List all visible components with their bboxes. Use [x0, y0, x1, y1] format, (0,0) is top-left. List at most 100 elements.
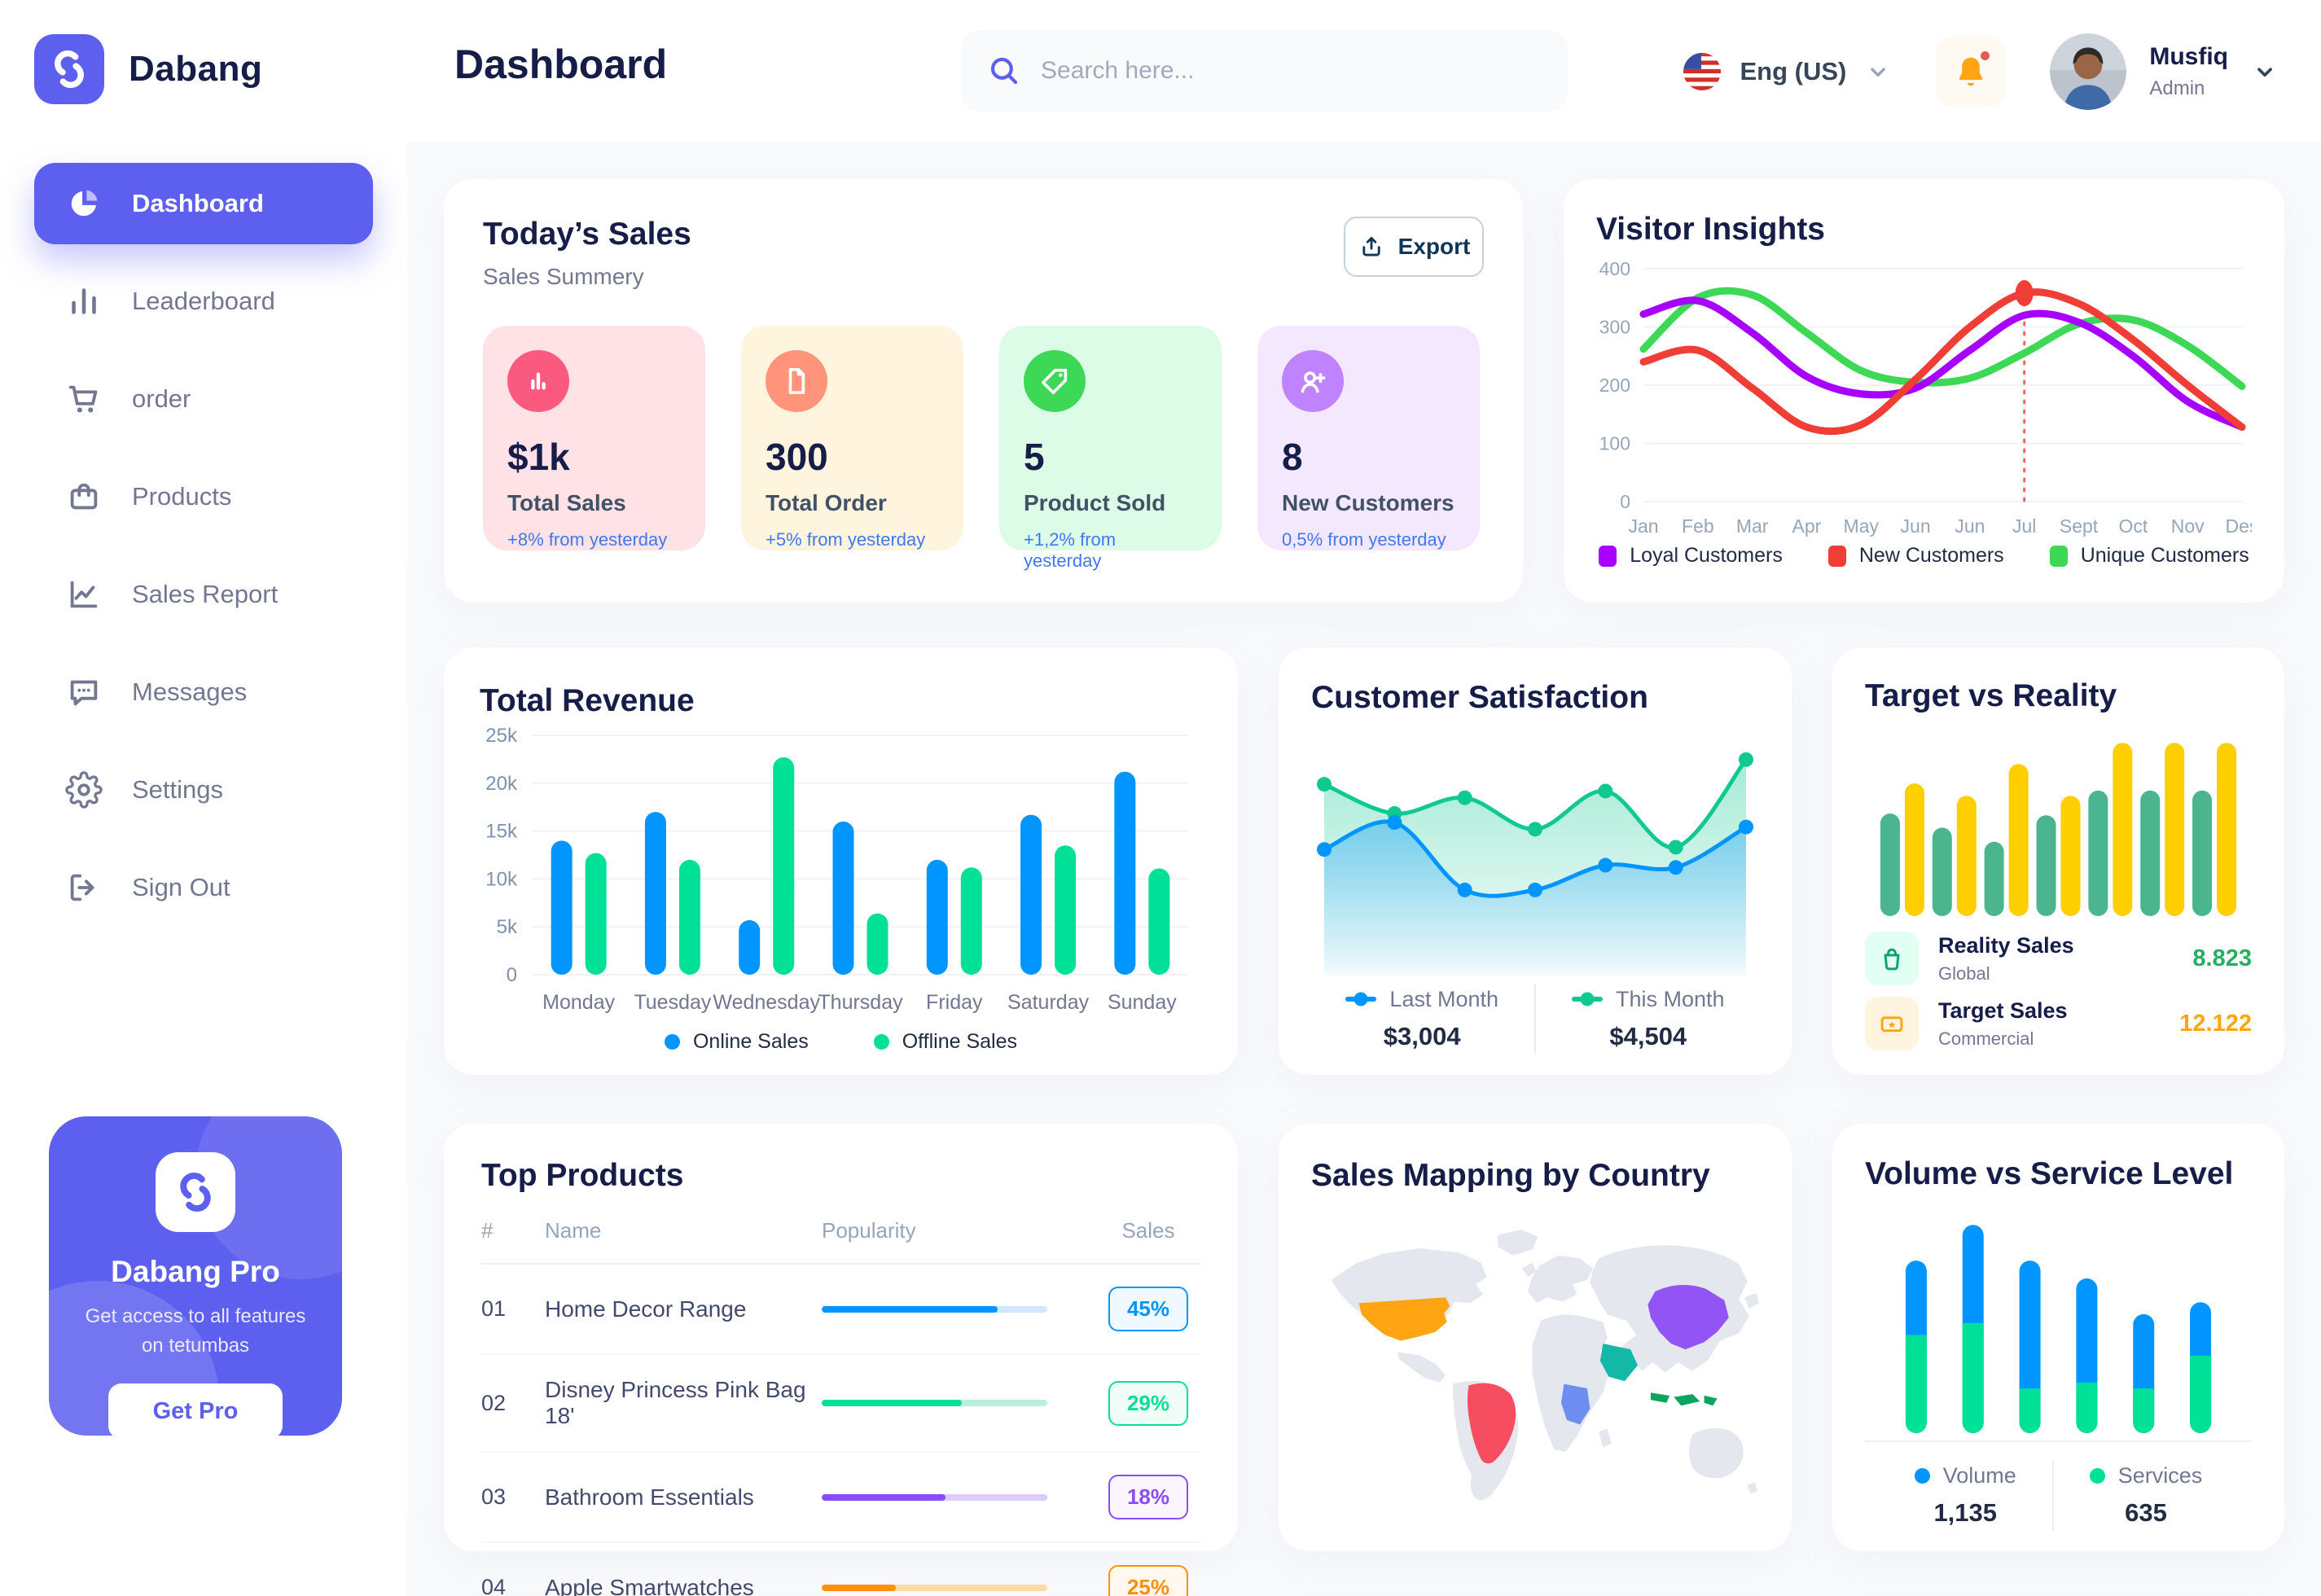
- product-popularity: [822, 1493, 1096, 1501]
- top-products-body: 01 Home Decor Range 45% 02 Disney Princess P…: [481, 1265, 1200, 1596]
- table-row: 03 Bathroom Essentials 18%: [481, 1453, 1200, 1543]
- legend-label: Online Sales: [692, 1030, 809, 1053]
- country-china: [1648, 1285, 1729, 1350]
- stat-value: 5: [1024, 436, 1045, 478]
- svg-text:Apr: Apr: [1792, 515, 1822, 537]
- sidebar-item-label: Messages: [132, 677, 248, 706]
- reality-bag-icon: [1865, 932, 1919, 985]
- search-input[interactable]: [1041, 57, 1542, 85]
- product-popularity: [822, 1400, 1096, 1406]
- profile-chevron-icon: [2251, 58, 2279, 86]
- total-revenue-card: Total Revenue 0 5k 10k 15k 20k 25k Monday Tuesd…: [444, 647, 1238, 1075]
- sidebar-item-sales-report[interactable]: Sales Report: [34, 554, 373, 635]
- sidebar-item-label: Dashboard: [132, 189, 264, 217]
- brand-logo-icon: [34, 34, 104, 104]
- svg-text:0: 0: [507, 964, 517, 986]
- stat-value: 300: [766, 436, 828, 478]
- svg-text:5k: 5k: [497, 916, 518, 938]
- cart-icon: [65, 380, 103, 418]
- legend-item: Volume 1,135: [1914, 1463, 2016, 1528]
- top-products-card: Top Products # Name Popularity Sales 01 H…: [444, 1124, 1238, 1596]
- message-icon: [65, 673, 103, 711]
- svg-text:Tuesday: Tuesday: [634, 991, 711, 1014]
- user-name: Musfiq: [2149, 42, 2228, 70]
- customer-satisfaction-legend: Last Month $3,004 This Month $4,504: [1311, 984, 1759, 1054]
- product-name: Apple Smartwatches: [545, 1574, 754, 1596]
- legend-sublabel: Global: [1938, 962, 1990, 984]
- bar-stats-icon: [507, 350, 569, 412]
- sidebar-item-label: Sign Out: [132, 873, 230, 901]
- top-products-header-row: # Name Popularity Sales: [481, 1218, 1200, 1265]
- sidebar-item-sign-out[interactable]: Sign Out: [34, 847, 373, 928]
- table-row: 02 Disney Princess Pink Bag 18' 29%: [481, 1355, 1200, 1453]
- product-sales: 18%: [1096, 1475, 1200, 1519]
- svg-text:May: May: [1844, 515, 1880, 537]
- legend-item: Online Sales: [664, 1030, 809, 1054]
- export-icon: [1362, 236, 1380, 256]
- volume-legend-divider: Volume 1,135 Services 635: [1865, 1440, 2252, 1530]
- world-map: [1331, 1229, 1759, 1501]
- svg-text:Saturday: Saturday: [1007, 991, 1090, 1014]
- product-num: 03: [481, 1484, 507, 1509]
- product-num: 02: [481, 1390, 507, 1415]
- svg-text:Monday: Monday: [542, 991, 615, 1014]
- gear-icon: [65, 771, 103, 809]
- todays-sales-card: Today’s Sales Sales Summery Export $1k To…: [444, 179, 1523, 603]
- legend-label: This Month: [1616, 986, 1725, 1011]
- stat-card-product-sold: 5 Product Sold +1,2% from yesterday: [999, 326, 1222, 571]
- svg-text:20k: 20k: [485, 773, 518, 795]
- legend-label: Services: [2117, 1462, 2203, 1488]
- language-label: Eng (US): [1740, 56, 1847, 86]
- country-brazil: [1467, 1383, 1516, 1464]
- sales-badge: 45%: [1108, 1287, 1188, 1331]
- product-popularity: [822, 1305, 1096, 1313]
- svg-text:Des: Des: [2226, 515, 2252, 537]
- svg-text:Nov: Nov: [2171, 515, 2205, 537]
- popularity-track: [822, 1493, 1047, 1501]
- legend-value: $3,004: [1383, 1021, 1461, 1050]
- product-sales: 45%: [1096, 1287, 1200, 1331]
- profile-menu[interactable]: Musfiq Admin: [2050, 33, 2279, 110]
- svg-text:Oct: Oct: [2118, 515, 2148, 537]
- legend-divider: [1534, 984, 1536, 1054]
- notification-dot: [1978, 48, 1993, 63]
- us-flag-icon: [1683, 52, 1722, 90]
- legend-label: Unique Customers: [2080, 544, 2249, 567]
- total-revenue-chart: 0 5k 10k 15k 20k 25k Monday Tuesday WednesdayThu…: [485, 725, 1189, 1014]
- sidebar-item-products[interactable]: Products: [34, 456, 373, 537]
- sidebar-item-order[interactable]: order: [34, 358, 373, 440]
- legend-dot: [664, 1034, 680, 1050]
- svg-text:Sunday: Sunday: [1108, 991, 1177, 1014]
- main-content: Today’s Sales Sales Summery Export $1k To…: [407, 142, 2321, 1596]
- total-revenue-legend: Online Sales Offline Sales: [480, 1030, 1202, 1054]
- legend-dot: [2089, 1467, 2105, 1484]
- svg-text:0: 0: [1620, 491, 1630, 512]
- brand-name: Dabang: [129, 49, 263, 89]
- customer-satisfaction-chart: [1317, 752, 1753, 976]
- stat-label: New Customers: [1282, 490, 1454, 515]
- sidebar-item-label: Leaderboard: [132, 287, 275, 315]
- sidebar-item-settings[interactable]: Settings: [34, 749, 373, 831]
- sidebar-item-label: order: [132, 384, 191, 413]
- sidebar-item-leaderboard[interactable]: Leaderboard: [34, 261, 373, 342]
- notifications-button[interactable]: [1936, 36, 2007, 107]
- visitor-insights-title: Visitor Insights: [1596, 212, 1825, 247]
- signout-icon: [65, 869, 103, 906]
- popularity-fill: [822, 1305, 998, 1313]
- product-name: Home Decor Range: [545, 1296, 747, 1322]
- legend-dot: [873, 1034, 889, 1050]
- stat-delta: +5% from yesterday: [766, 529, 926, 550]
- sidebar-nav: Dashboard Leaderboard order Products Sales R…: [0, 163, 407, 928]
- export-button[interactable]: Export: [1344, 217, 1484, 277]
- popularity-track: [822, 1305, 1047, 1313]
- legend-label-row: Volume: [1914, 1463, 2016, 1489]
- topbar: Dashboard: [407, 0, 2321, 142]
- sidebar-item-messages[interactable]: Messages: [34, 651, 373, 733]
- svg-text:Jun: Jun: [1901, 515, 1931, 537]
- search-bar: [961, 30, 1568, 112]
- language-selector[interactable]: Eng (US): [1683, 52, 1892, 91]
- sidebar-item-dashboard[interactable]: Dashboard: [34, 163, 373, 244]
- volume-service-title: Volume vs Service Level: [1865, 1156, 2234, 1191]
- get-pro-button[interactable]: Get Pro: [108, 1383, 283, 1436]
- top-products-title: Top Products: [481, 1158, 684, 1193]
